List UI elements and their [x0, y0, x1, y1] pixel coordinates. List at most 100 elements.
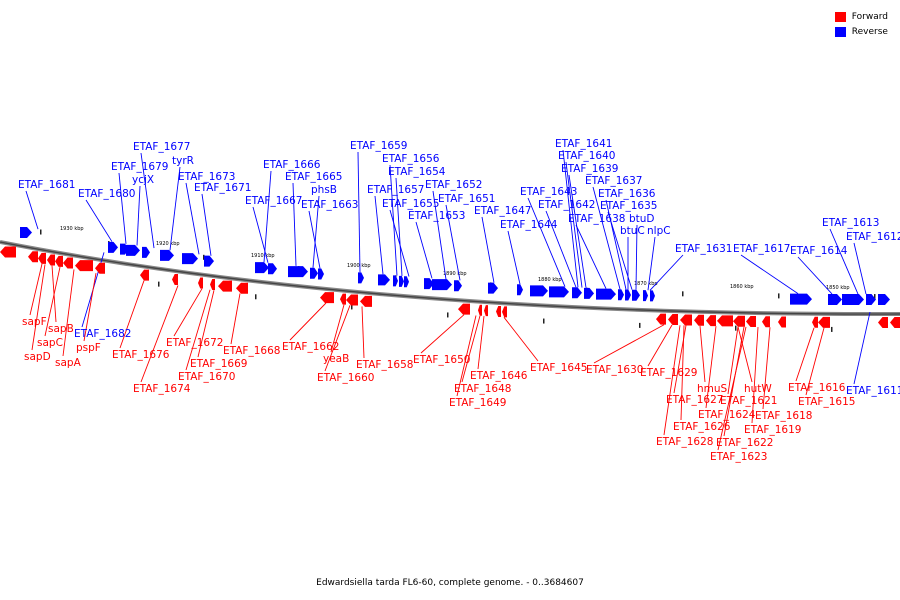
gene-label: ETAF_1672 — [166, 337, 223, 349]
label-leader — [562, 149, 579, 288]
label-leader — [119, 280, 145, 349]
reverse-gene-arrow — [160, 249, 174, 261]
legend-reverse-label: Reverse — [851, 26, 888, 37]
gene-label: ETAF_1615 — [798, 396, 855, 408]
reverse-gene-arrow — [393, 275, 398, 287]
reverse-gene-arrow — [790, 293, 812, 305]
label-leader — [330, 304, 345, 353]
genome-caption: Edwardsiella tarda FL6-60, complete geno… — [316, 578, 584, 588]
reverse-gene-arrow — [126, 244, 140, 256]
label-leader — [361, 306, 365, 359]
forward-gene-arrow — [484, 305, 488, 317]
reverse-gene-arrow — [20, 226, 32, 238]
reverse-gene-arrow — [572, 287, 582, 299]
label-leader — [445, 204, 461, 281]
gene-label: sapF — [22, 316, 47, 328]
label-leader — [797, 256, 833, 295]
gene-label: yeaB — [323, 353, 349, 365]
label-leader — [461, 315, 481, 383]
scale-tick-label: 1890 kbp — [443, 271, 467, 277]
gene-label: ETAF_1643 — [520, 186, 577, 198]
gene-label: pspF — [76, 342, 101, 354]
label-leader — [420, 314, 465, 354]
label-leader — [389, 209, 410, 277]
forward-gene-arrow — [656, 313, 666, 325]
gene-label: ETAF_1655 — [382, 198, 439, 210]
minor-tick — [639, 322, 641, 328]
gene-label: ETAF_1623 — [710, 451, 767, 463]
label-leader — [699, 325, 706, 383]
label-leader — [44, 266, 61, 337]
gene-label: ETAF_1679 — [111, 161, 168, 173]
label-leader — [263, 170, 272, 263]
label-leader — [503, 317, 539, 362]
reverse-gene-arrow — [378, 274, 390, 286]
gene-label: ETAF_1628 — [656, 436, 713, 448]
forward-gene-arrow — [746, 315, 756, 327]
gene-label: ETAF_1627 — [666, 394, 723, 406]
gene-label: ETAF_1656 — [382, 153, 440, 165]
gene-label: ETAF_1670 — [178, 371, 235, 383]
label-leader — [649, 254, 684, 291]
label-leader — [31, 264, 46, 351]
forward-gene-arrow — [28, 251, 38, 263]
forward-gene-arrow — [0, 246, 16, 258]
gene-label: ETAF_1636 — [598, 188, 656, 200]
gene-label: ETAF_1647 — [474, 205, 531, 217]
forward-gene-arrow — [172, 274, 178, 286]
gene-label: ETAF_1638 — [568, 213, 625, 225]
minor-tick — [778, 293, 780, 299]
label-leader — [140, 285, 179, 383]
gene-label: ETAF_1611 — [846, 385, 900, 397]
legend-forward-label: Forward — [851, 11, 888, 22]
forward-gene-arrow — [458, 303, 470, 315]
genome-backbone — [0, 240, 900, 317]
forward-gene-arrow — [478, 304, 482, 316]
forward-gene-arrow — [210, 279, 215, 291]
gene-label: ETAF_1665 — [285, 171, 342, 183]
forward-gene-arrow — [778, 316, 786, 328]
reverse-gene-arrow — [842, 294, 864, 306]
gene-label: ETAF_1613 — [822, 217, 879, 229]
gene-label: ETAF_1681 — [18, 179, 75, 191]
gene-label: ETAF_1673 — [178, 171, 235, 183]
reverse-gene-arrow — [596, 288, 616, 300]
forward-gene-arrow — [340, 293, 346, 305]
gene-label: sapC — [37, 337, 63, 349]
label-leader — [185, 289, 211, 371]
forward-gene-arrow — [717, 315, 733, 327]
label-leader — [173, 288, 203, 337]
gene-label: phsB — [311, 184, 337, 196]
gene-label: ETAF_1650 — [413, 354, 470, 366]
gene-label: hutW — [744, 383, 772, 395]
reverse-gene-arrow — [625, 289, 631, 301]
forward-gene-arrow — [198, 277, 203, 289]
reverse-gene-arrow — [399, 275, 404, 287]
reverse-gene-arrow — [404, 276, 409, 288]
label-leader — [185, 182, 200, 255]
label-leader — [527, 197, 566, 287]
legend: Forward Reverse — [834, 9, 888, 39]
scale-ticks: 1930 kbp 1920 kbp 1910 kbp 1900 kbp 1890 kbp… — [40, 226, 876, 332]
label-leader — [680, 325, 685, 421]
gene-label: ETAF_1644 — [500, 219, 558, 231]
gene-label: ETAF_1677 — [133, 141, 190, 153]
label-leader — [705, 326, 717, 409]
reverse-gene-arrow — [142, 246, 150, 258]
minor-tick — [735, 325, 737, 331]
forward-gene-arrow — [63, 257, 73, 269]
gene-label: ETAF_1660 — [317, 372, 374, 384]
gene-label: ETAF_1642 — [538, 199, 595, 211]
gene-label: ETAF_1649 — [449, 397, 506, 409]
forward-gene-arrow — [762, 316, 770, 328]
label-leader — [324, 305, 351, 372]
label-leader — [575, 224, 607, 289]
gene-label: hmuS — [697, 383, 728, 395]
minor-tick — [203, 254, 205, 260]
forward-gene-arrow — [47, 254, 55, 266]
gene-label: ETAF_1668 — [223, 345, 280, 357]
legend-forward-swatch — [834, 11, 846, 22]
minor-tick — [874, 294, 876, 300]
label-leader — [140, 152, 155, 249]
